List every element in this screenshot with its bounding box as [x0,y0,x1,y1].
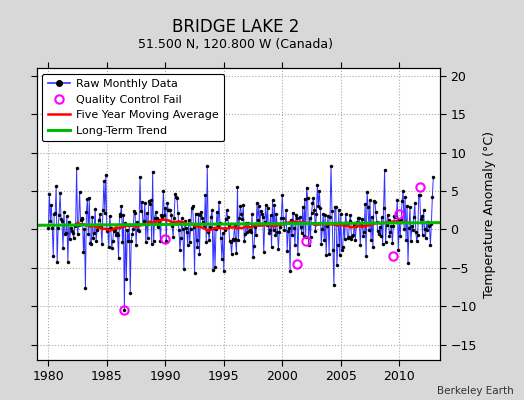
Y-axis label: Temperature Anomaly (°C): Temperature Anomaly (°C) [483,130,496,298]
Text: BRIDGE LAKE 2: BRIDGE LAKE 2 [172,18,300,36]
Text: Berkeley Earth: Berkeley Earth [437,386,514,396]
Legend: Raw Monthly Data, Quality Control Fail, Five Year Moving Average, Long-Term Tren: Raw Monthly Data, Quality Control Fail, … [42,74,224,141]
Text: 51.500 N, 120.800 W (Canada): 51.500 N, 120.800 W (Canada) [138,38,333,51]
